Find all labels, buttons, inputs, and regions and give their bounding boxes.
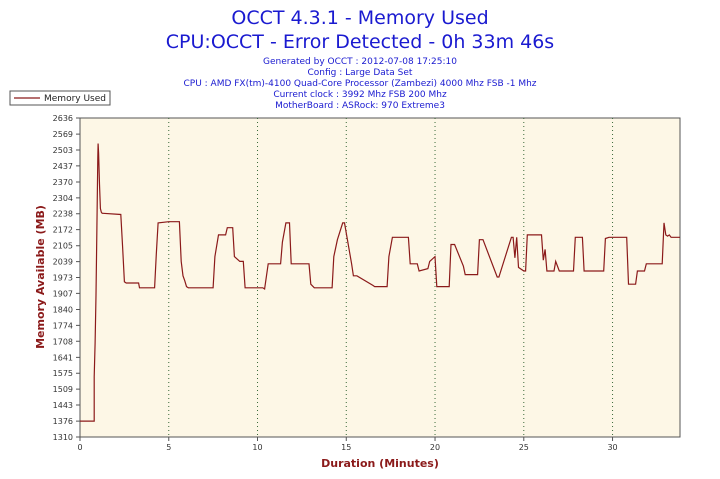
y-tick-label-2238: 2238 — [53, 210, 73, 219]
y-tick-label-1907: 1907 — [53, 289, 73, 298]
legend: Memory Used — [9, 90, 111, 106]
info-cpu: CPU : AMD FX(tm)-4100 Quad-Core Processo… — [183, 79, 536, 89]
chart-title: OCCT 4.3.1 - Memory Used — [231, 7, 488, 29]
x-tick-label-25: 25 — [519, 443, 529, 452]
x-axis-title: Duration (Minutes) — [321, 457, 439, 470]
y-tick-label-1509: 1509 — [53, 385, 73, 394]
y-axis-ticks: 1310 1376 1443 1509 1575 1641 1708 1774 1840 1907… — [53, 114, 80, 442]
legend-label-memory-used: Memory Used — [44, 94, 106, 104]
y-tick-label-2636: 2636 — [53, 114, 73, 123]
y-tick-label-1376: 1376 — [53, 417, 73, 426]
legend-box — [9, 90, 111, 106]
x-tick-label-15: 15 — [341, 443, 351, 452]
info-generated: Generated by OCCT : 2012-07-08 17:25:10 — [263, 57, 457, 67]
y-tick-label-1310: 1310 — [53, 433, 73, 442]
y-tick-label-2105: 2105 — [53, 242, 73, 251]
y-tick-label-2370: 2370 — [53, 178, 73, 187]
y-tick-label-2304: 2304 — [53, 194, 73, 203]
y-tick-label-2172: 2172 — [53, 226, 73, 235]
info-config: Config : Large Data Set — [308, 68, 413, 78]
y-axis-title: Memory Available (MB) — [34, 205, 47, 349]
y-tick-label-1840: 1840 — [53, 305, 73, 314]
x-tick-label-30: 30 — [607, 443, 617, 452]
info-motherboard: MotherBoard : ASRock: 970 Extreme3 — [275, 101, 445, 111]
x-axis-ticks: 0 5 10 15 20 25 30 — [77, 437, 618, 452]
series-line-memory-used — [80, 143, 680, 422]
x-tick-label-0: 0 — [77, 443, 82, 452]
y-tick-label-1575: 1575 — [53, 369, 73, 378]
y-tick-label-1973: 1973 — [53, 274, 73, 283]
x-tick-label-5: 5 — [166, 443, 171, 452]
y-tick-label-2437: 2437 — [53, 162, 73, 171]
y-tick-label-1443: 1443 — [53, 401, 73, 410]
y-tick-label-1774: 1774 — [53, 321, 73, 330]
chart-subtitle: CPU:OCCT - Error Detected - 0h 33m 46s — [166, 31, 554, 53]
y-tick-label-2039: 2039 — [53, 258, 73, 267]
y-tick-label-2569: 2569 — [53, 130, 73, 139]
x-tick-label-10: 10 — [252, 443, 262, 452]
y-tick-label-1708: 1708 — [53, 337, 73, 346]
info-clock: Current clock : 3992 Mhz FSB 200 Mhz — [273, 90, 447, 100]
x-tick-label-20: 20 — [430, 443, 440, 452]
y-tick-label-1641: 1641 — [53, 353, 73, 362]
y-tick-label-2503: 2503 — [53, 146, 73, 155]
plot-area — [79, 117, 681, 438]
